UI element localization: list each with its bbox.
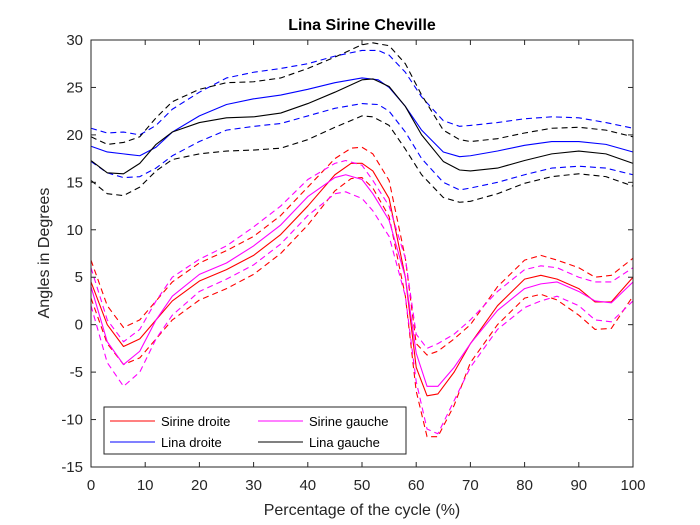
y-tick-label: -15 bbox=[61, 459, 83, 476]
x-tick-label: 100 bbox=[620, 477, 645, 494]
plot-area bbox=[91, 40, 633, 467]
x-tick-label: 30 bbox=[245, 477, 262, 494]
y-tick-label: 0 bbox=[75, 317, 83, 334]
x-tick-label: 10 bbox=[137, 477, 154, 494]
chart-title: Lina Sirine Cheville bbox=[288, 17, 436, 34]
y-tick-label: 5 bbox=[75, 269, 83, 286]
series-line-lina-gauche bbox=[90, 78, 634, 175]
x-tick-label: 70 bbox=[462, 477, 479, 494]
x-tick-label: 60 bbox=[408, 477, 425, 494]
y-tick-label: 20 bbox=[66, 127, 83, 144]
y-tick-label: 10 bbox=[66, 222, 83, 239]
y-tick-label: -5 bbox=[70, 364, 83, 381]
series-line-sirine-droite bbox=[90, 162, 634, 397]
x-tick-label: 20 bbox=[191, 477, 208, 494]
series-line-band-7-dashed-7 bbox=[90, 49, 634, 136]
legend-label-lina-droite: Lina droite bbox=[161, 435, 222, 450]
legend-label-lina-gauche: Lina gauche bbox=[309, 435, 380, 450]
x-tick-label: 0 bbox=[87, 477, 95, 494]
x-tick-label: 50 bbox=[354, 477, 371, 494]
x-tick-label: 80 bbox=[516, 477, 533, 494]
y-axis-label: Angles in Degrees bbox=[36, 188, 53, 319]
legend-label-sirine-droite: Sirine droite bbox=[161, 414, 230, 429]
legend-box bbox=[103, 406, 407, 455]
series-line-band-11-dashed-11 bbox=[90, 115, 634, 203]
legend: Sirine droite Sirine gauche Lina droite Lin… bbox=[103, 406, 407, 455]
series-line-sirine-gauche bbox=[90, 174, 634, 387]
series-line-band-10-dashed-10 bbox=[90, 42, 634, 145]
series-layer bbox=[90, 42, 634, 438]
y-tick-label: 30 bbox=[66, 32, 83, 49]
x-tick-label: 90 bbox=[570, 477, 587, 494]
tick-layer: 0 10 20 30 40 50 60 70 80 90 100 -15 -10 -5 0 5 10 15 20 25… bbox=[61, 32, 645, 494]
series-line-band-5-dashed-5 bbox=[90, 191, 634, 435]
y-tick-label: -10 bbox=[61, 412, 83, 429]
series-line-band-1-dashed-1 bbox=[90, 146, 634, 356]
series-line-band-2-dashed-2 bbox=[90, 177, 634, 438]
y-tick-label: 15 bbox=[66, 174, 83, 191]
x-axis-label: Percentage of the cycle (%) bbox=[264, 502, 461, 519]
series-line-band-4-dashed-4 bbox=[90, 159, 634, 349]
x-tick-label: 40 bbox=[299, 477, 316, 494]
series-line-band-8-dashed-8 bbox=[90, 103, 634, 191]
y-tick-label: 25 bbox=[66, 79, 83, 96]
legend-label-sirine-gauche: Sirine gauche bbox=[309, 414, 389, 429]
